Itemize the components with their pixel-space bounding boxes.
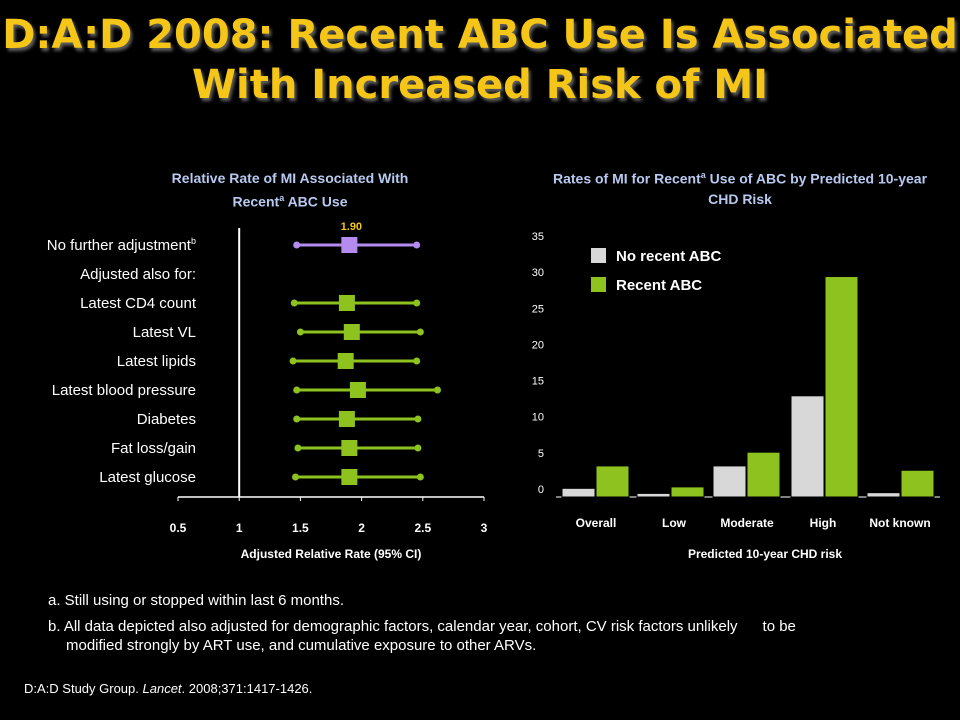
forest-row-label: Latest VL [133, 324, 196, 341]
ci-lower-cap [293, 415, 301, 423]
bar-category-label: Low [662, 516, 687, 530]
footnote-b-line2: modified strongly by ART use, and cumula… [66, 637, 537, 654]
forest-x-axis-label: Adjusted Relative Rate (95% CI) [241, 547, 422, 561]
bar [790, 395, 825, 498]
footnote-b-line1: b. All data depicted also adjusted for d… [48, 618, 796, 635]
forest-chart-title: Relative Rate of MI Associated With Rece… [120, 168, 460, 212]
forest-chart-title-sup: a [279, 193, 285, 203]
point-estimate [349, 382, 366, 398]
forest-x-tick-label: 2.5 [414, 521, 431, 535]
forest-row-label: Latest blood pressure [52, 382, 196, 399]
ci-lower-cap [290, 299, 298, 307]
slide-title-line1: D:A:D 2008: Recent ABC Use Is Associated [2, 12, 958, 58]
slide-title-line2: With Increased Risk of MI [191, 62, 769, 108]
ci-upper-cap [414, 444, 422, 452]
footnote-a: a. Still using or stopped within last 6 … [48, 592, 344, 609]
forest-row-label: Adjusted also for: [80, 266, 196, 283]
point-estimate [338, 295, 355, 311]
bar [824, 276, 859, 498]
forest-chart-title-line1: Relative Rate of MI Associated With [171, 170, 409, 186]
bar [712, 465, 747, 498]
ci-lower-cap [294, 444, 302, 452]
bar-y-tick-label: 35 [532, 231, 544, 243]
ci-upper-cap [416, 473, 424, 481]
forest-row-label-sup: b [191, 236, 196, 246]
bar [595, 465, 630, 498]
point-estimate [338, 411, 355, 427]
ci-upper-cap [413, 241, 421, 249]
slide-title: D:A:D 2008: Recent ABC Use Is Associated… [0, 10, 960, 110]
bar [866, 492, 901, 498]
ci-lower-cap [293, 386, 301, 394]
ci-upper-cap [413, 357, 421, 365]
legend-swatch [591, 248, 606, 263]
bar-chart-title-line2: CHD Risk [708, 190, 772, 207]
bar [670, 486, 705, 498]
bar-category-label: Overall [576, 516, 617, 530]
bar-y-tick-label: 30 [532, 267, 544, 279]
ci-lower-cap [293, 241, 301, 249]
forest-x-tick-label: 3 [481, 521, 488, 535]
bar-category-label: Moderate [720, 516, 774, 530]
forest-row-label: Latest lipids [117, 353, 196, 370]
bar [561, 487, 596, 498]
forest-row-label: Fat loss/gain [111, 440, 196, 457]
ci-upper-cap [416, 328, 424, 336]
bar-chart-title-line1: Rates of MI for Recent [552, 170, 701, 187]
bar-y-tick-label: 10 [532, 412, 544, 424]
bar-y-tick-label: 5 [538, 448, 544, 460]
bar-y-tick-label: 0 [538, 484, 544, 496]
legend-label: No recent ABC [616, 248, 721, 265]
ci-lower-cap [289, 357, 297, 365]
forest-row-label: Latest CD4 count [80, 295, 197, 312]
ci-upper-cap [413, 299, 421, 307]
forest-row-label: Diabetes [137, 411, 196, 428]
bar-x-axis-label: Predicted 10-year CHD risk [688, 547, 842, 561]
point-estimate [341, 440, 358, 456]
forest-chart-title-line2: Recent [232, 193, 280, 210]
bar-y-tick-label: 15 [532, 376, 544, 388]
bar [900, 469, 935, 498]
bar [746, 451, 781, 498]
ci-lower-cap [296, 328, 304, 336]
bar-chart-title-sup: a [700, 170, 706, 180]
reference: D:A:D Study Group. Lancet. 2008;371:1417… [24, 681, 312, 696]
bar-chart-title: Rates of MI for Recenta Use of ABC by Pr… [505, 165, 960, 209]
forest-row-label: No further adjustmentb [47, 236, 196, 254]
point-estimate [337, 353, 354, 369]
forest-x-tick-label: 2 [358, 521, 365, 535]
ci-upper-cap [414, 415, 422, 423]
bar-category-label: Not known [869, 516, 930, 530]
bar-chart-title-tail: Use of ABC by Predicted 10-year [705, 170, 928, 187]
point-estimate [343, 324, 360, 340]
forest-chart-title-tail: ABC Use [284, 193, 348, 210]
bar-y-tick-label: 25 [532, 303, 544, 315]
forest-x-tick-label: 1 [236, 521, 243, 535]
point-estimate [341, 469, 358, 485]
legend-label: Recent ABC [616, 277, 702, 294]
legend-swatch [591, 277, 606, 292]
forest-x-tick-label: 0.5 [170, 521, 187, 535]
ci-lower-cap [292, 473, 300, 481]
bar-category-label: High [810, 516, 837, 530]
bar [636, 492, 671, 498]
forest-row-label: Latest glucose [99, 469, 196, 486]
bar-y-tick-label: 20 [532, 339, 544, 351]
point-estimate [341, 237, 358, 253]
reference-authors: D:A:D Study Group. [24, 681, 143, 696]
reference-journal: Lancet [142, 681, 182, 696]
estimate-annotation: 1.90 [341, 221, 362, 233]
reference-citation: . 2008;371:1417-1426. [181, 681, 313, 696]
ci-upper-cap [433, 386, 441, 394]
forest-x-tick-label: 1.5 [292, 521, 309, 535]
